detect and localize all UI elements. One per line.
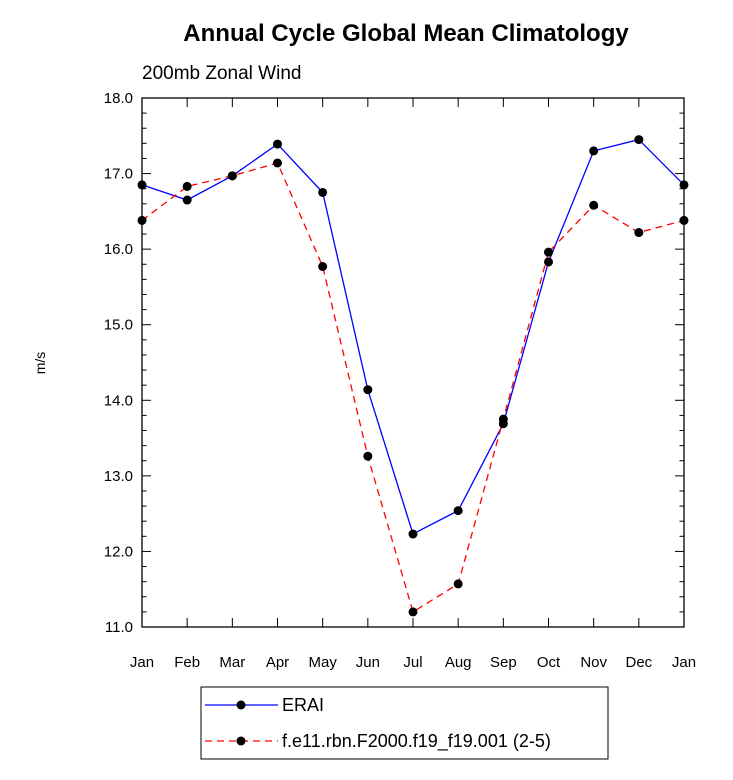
x-tick-label: Jan xyxy=(672,654,696,671)
y-tick-label: 11.0 xyxy=(105,619,133,636)
data-point-series-2 xyxy=(273,158,282,168)
y-tick-label: 14.0 xyxy=(104,392,133,409)
series-lines xyxy=(141,138,685,613)
data-point-series-1 xyxy=(589,146,599,156)
x-tick-label: Sep xyxy=(490,654,517,671)
y-tick-label: 17.0 xyxy=(104,166,133,183)
x-tick-label: Mar xyxy=(219,654,245,671)
data-point-series-1 xyxy=(453,506,463,516)
series-line-2 xyxy=(141,162,685,613)
data-point-series-1 xyxy=(318,187,328,197)
series-line-1 xyxy=(141,138,685,535)
legend-box xyxy=(200,686,609,760)
x-tick-label: May xyxy=(308,654,337,671)
chart-subtitle: 200mb Zonal Wind xyxy=(142,63,301,84)
x-tick-label: Apr xyxy=(266,654,289,671)
data-point-series-1 xyxy=(544,257,553,267)
x-tick-label: Jun xyxy=(356,654,380,671)
y-tick-label: 16.0 xyxy=(104,241,133,258)
y-tick-label: 12.0 xyxy=(104,543,133,560)
x-tick-label: Jul xyxy=(403,654,422,671)
y-tick-label: 13.0 xyxy=(104,468,133,485)
chart-title: Annual Cycle Global Mean Climatology xyxy=(183,20,629,47)
data-point-series-2 xyxy=(227,171,237,181)
data-point-series-2 xyxy=(498,414,508,424)
data-point-series-2 xyxy=(182,181,192,191)
data-point-series-2 xyxy=(679,215,689,225)
plot-frame xyxy=(141,97,685,628)
data-point-series-1 xyxy=(408,529,418,539)
data-point-series-2 xyxy=(363,451,373,461)
data-point-series-1 xyxy=(137,180,147,190)
data-point-series-2 xyxy=(634,228,644,238)
data-point-series-1 xyxy=(182,195,192,205)
y-tick-label: 15.0 xyxy=(104,317,133,334)
y-axis-label: m/s xyxy=(32,352,48,375)
x-tick-label: Feb xyxy=(174,654,200,671)
x-tick-label: Aug xyxy=(445,654,472,671)
data-point-series-2 xyxy=(589,200,599,210)
legend: ERAI f.e11.rbn.F2000.f19_f19.001 (2-5) xyxy=(200,686,609,760)
data-point-series-2 xyxy=(544,247,553,257)
data-point-series-2 xyxy=(318,262,328,272)
x-tick-label: Dec xyxy=(625,654,652,671)
data-point-series-2 xyxy=(408,607,418,617)
x-tick-label: Nov xyxy=(580,654,607,671)
y-tick-label: 18.0 xyxy=(104,90,133,107)
legend-label-2: f.e11.rbn.F2000.f19_f19.001 (2-5) xyxy=(282,731,551,752)
data-point-series-2 xyxy=(137,215,147,225)
data-point-series-2 xyxy=(453,579,463,589)
data-point-series-1 xyxy=(634,135,644,145)
data-point-series-1 xyxy=(363,385,373,395)
axes: 11.0 12.0 13.0 14.0 15.0 16.0 17.0 18.0 Jan Feb Ma… xyxy=(104,90,696,671)
x-tick-label: Oct xyxy=(537,654,561,671)
series-markers xyxy=(137,135,689,617)
data-point-series-1 xyxy=(679,180,689,190)
x-tick-label: Jan xyxy=(130,654,154,671)
legend-marker-2 xyxy=(236,736,246,746)
legend-marker-1 xyxy=(236,700,246,710)
legend-label-1: ERAI xyxy=(282,695,324,715)
data-point-series-1 xyxy=(273,139,282,149)
